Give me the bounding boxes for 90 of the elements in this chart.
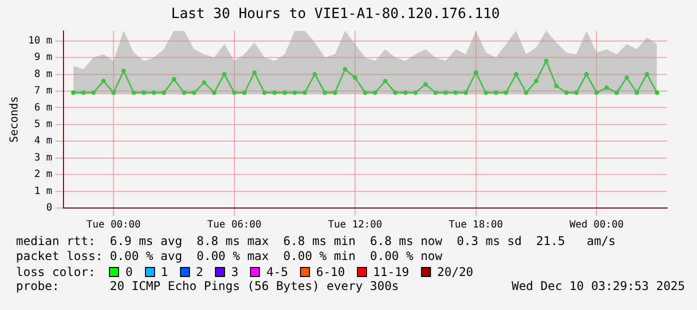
point xyxy=(433,90,438,95)
y-tick-label: 1 m xyxy=(34,186,52,197)
point xyxy=(81,90,86,95)
x-tick-label: Tue 06:00 xyxy=(207,220,262,231)
point xyxy=(101,78,106,84)
text: probe: 20 ICMP Echo Pings (56 Bytes) every 300s xyxy=(16,279,399,294)
text: 11-19 xyxy=(373,264,410,278)
point xyxy=(162,90,166,95)
point xyxy=(342,67,348,72)
point xyxy=(504,90,508,95)
point xyxy=(282,90,287,95)
point xyxy=(443,90,448,95)
point xyxy=(222,72,227,77)
text: 0 xyxy=(125,264,133,278)
point xyxy=(624,75,629,80)
point xyxy=(242,90,247,95)
text: packet loss: 0.00 % avg 0.00 % max 0.00 % min 0.00 % now xyxy=(16,249,444,264)
point xyxy=(614,90,619,95)
point xyxy=(332,90,338,95)
y-tick-label: 3 m xyxy=(34,152,52,164)
point xyxy=(212,90,216,95)
point xyxy=(544,58,549,64)
point xyxy=(142,90,146,95)
point xyxy=(131,90,136,95)
x-tick-label: Tue 18:00 xyxy=(448,220,503,231)
point xyxy=(574,90,579,95)
point xyxy=(393,90,398,95)
point xyxy=(322,90,328,95)
point xyxy=(192,90,196,95)
point xyxy=(453,90,458,95)
chart-title: Last 30 Hours to VIE1-A1-80.120.176.110 xyxy=(171,6,500,22)
point xyxy=(152,90,156,95)
point xyxy=(494,90,498,95)
point xyxy=(292,90,297,95)
point xyxy=(514,72,518,77)
x-tick-label: Tue 12:00 xyxy=(328,220,382,231)
point xyxy=(383,78,388,84)
point xyxy=(654,90,660,95)
y-tick-label: 4 m xyxy=(34,136,52,147)
text: 1 xyxy=(160,264,168,278)
point xyxy=(272,90,277,95)
point xyxy=(91,90,96,95)
point xyxy=(634,90,640,95)
point xyxy=(232,90,237,95)
text: median rtt: 6.9 ms avg 8.8 ms max 6.8 ms min 6.8 ms now 0.3 ms sd 21.5 am/s xyxy=(16,234,617,249)
point xyxy=(121,68,126,74)
point xyxy=(604,85,609,90)
point xyxy=(111,90,116,95)
point xyxy=(302,90,308,95)
point xyxy=(484,90,488,95)
text: 4-5 xyxy=(266,264,288,278)
x-tick-label: Tue 00:00 xyxy=(86,220,141,231)
point xyxy=(584,72,589,77)
y-tick-label: 6 m xyxy=(34,102,52,114)
point xyxy=(362,90,368,95)
point xyxy=(594,90,599,95)
text: loss color: xyxy=(16,264,96,278)
point xyxy=(172,77,176,82)
point xyxy=(312,72,318,77)
point xyxy=(554,84,559,88)
y-tick-label: 10 m xyxy=(28,35,52,46)
text: 2 xyxy=(196,264,204,278)
point xyxy=(403,90,408,95)
point xyxy=(372,90,378,95)
point xyxy=(464,90,468,95)
point xyxy=(202,80,206,85)
point xyxy=(262,90,267,95)
point xyxy=(564,90,569,95)
text: 3 xyxy=(231,264,238,278)
point xyxy=(252,70,257,75)
y-tick-label: 9 m xyxy=(34,52,52,64)
point xyxy=(413,90,418,95)
y-axis-title: Seconds xyxy=(7,96,20,143)
y-tick-label: 7 m xyxy=(34,86,52,97)
text: Wed Dec 10 03:29:53 2025 xyxy=(512,279,685,294)
point xyxy=(474,70,478,75)
point xyxy=(534,78,538,84)
point xyxy=(71,90,76,95)
y-tick-label: 8 m xyxy=(34,68,52,80)
x-tick-label: Wed 00:00 xyxy=(569,220,624,231)
y-tick-label: 0 xyxy=(46,202,52,214)
point xyxy=(352,75,358,80)
point xyxy=(182,90,186,95)
y-tick-label: 5 m xyxy=(34,119,52,130)
y-tick-label: 2 m xyxy=(34,169,52,180)
point xyxy=(644,72,650,77)
point xyxy=(524,90,528,95)
point xyxy=(423,82,428,87)
text: 6-10 xyxy=(316,264,346,278)
text: 20/20 xyxy=(437,264,474,278)
